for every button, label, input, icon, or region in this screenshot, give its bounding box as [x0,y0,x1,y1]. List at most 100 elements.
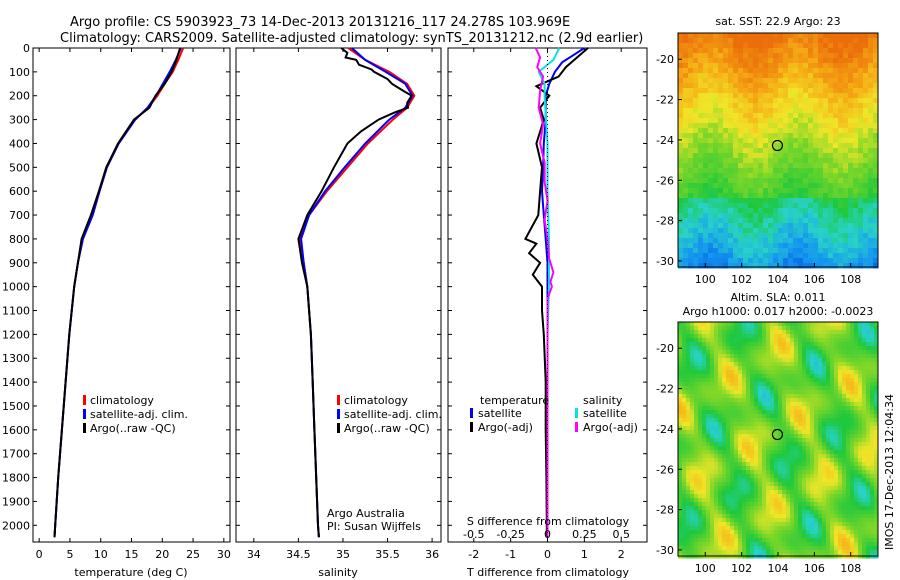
series-line-argo-adj- [534,47,555,538]
heatmap-cell [802,430,807,435]
heatmap-cell [698,330,703,335]
heatmap-cell [778,338,783,343]
heatmap-cell [718,163,724,169]
heatmap-cell [843,248,849,254]
heatmap-cell [818,414,823,419]
heatmap-cell [866,366,871,371]
heatmap-cell [678,534,683,539]
heatmap-cell [678,426,683,431]
heatmap-cell [802,410,807,415]
heatmap-cell [828,198,834,204]
heatmap-cell [826,526,831,531]
heatmap-cell [873,208,879,214]
heatmap-cell [774,438,779,443]
heatmap-cell [758,83,764,89]
heatmap-cell [873,163,879,169]
heatmap-cell [803,223,809,229]
heatmap-cell [746,362,751,367]
heatmap-cell [798,198,804,204]
heatmap-cell [733,208,739,214]
heatmap-cell [848,128,854,134]
heatmap-cell [833,93,839,99]
heatmap-cell [773,263,779,269]
heatmap-cell [802,514,807,519]
heatmap-cell [786,478,791,483]
heatmap-cell [746,470,751,475]
heatmap-cell [766,390,771,395]
heatmap-cell [843,68,849,74]
heatmap-cell [822,514,827,519]
heatmap-cell [862,490,867,495]
heatmap-cell [862,530,867,535]
heatmap-cell [678,88,684,94]
heatmap-cell [862,322,867,327]
heatmap-cell [702,354,707,359]
legend-swatch [83,409,86,419]
heatmap-cell [726,438,731,443]
heatmap-cell [693,238,699,244]
heatmap-cell [728,198,734,204]
heatmap-cell [733,178,739,184]
heatmap-cell [723,198,729,204]
heatmap-cell [858,338,863,343]
heatmap-cell [786,446,791,451]
heatmap-cell [722,542,727,547]
heatmap-cell [682,394,687,399]
heatmap-cell [853,233,859,239]
heatmap-cell [762,330,767,335]
heatmap-cell [713,158,719,164]
heatmap-cell [770,522,775,527]
heatmap-cell [806,458,811,463]
heatmap-cell [858,178,864,184]
heatmap-cell [750,446,755,451]
heatmap-cell [798,414,803,419]
heatmap-cell [714,534,719,539]
heatmap-cell [802,322,807,327]
heatmap-cell [826,354,831,359]
heatmap-cell [702,450,707,455]
heatmap-cell [798,128,804,134]
heatmap-cell [734,494,739,499]
heatmap-cell [794,506,799,511]
heatmap-cell [722,526,727,531]
heatmap-cell [810,470,815,475]
heatmap-cell [862,450,867,455]
heatmap-cell [858,33,864,39]
heatmap-cell [873,193,879,199]
heatmap-cell [762,414,767,419]
heatmap-cell [734,378,739,383]
heatmap-cell [754,394,759,399]
heatmap-cell [874,382,879,387]
heatmap-cell [830,418,835,423]
heatmap-cell [728,183,734,189]
heatmap-cell [730,478,735,483]
heatmap-cell [758,482,763,487]
heatmap-cell [850,434,855,439]
heatmap-cell [826,518,831,523]
heatmap-cell [798,218,804,224]
salinity-panel: 34 34.5 35 35.5 36 climatologysatellite-adj.… [235,47,442,579]
heatmap-cell [708,233,714,239]
heatmap-cell [818,358,823,363]
heatmap-cell [722,470,727,475]
heatmap-cell [678,213,684,219]
heatmap-cell [843,83,849,89]
heatmap-cell [822,350,827,355]
heatmap-cell [766,510,771,515]
heatmap-cell [694,546,699,551]
heatmap-cell [678,470,683,475]
heatmap-cell [802,418,807,423]
heatmap-cell [810,498,815,503]
heatmap-cell [694,486,699,491]
heatmap-cell [714,522,719,527]
sst-heatmap [678,33,879,269]
heatmap-cell [763,88,769,94]
heatmap-cell [734,358,739,363]
heatmap-cell [822,414,827,419]
heatmap-cell [722,430,727,435]
heatmap-cell [766,358,771,363]
heatmap-cell [823,63,829,69]
heatmap-cell [733,113,739,119]
heatmap-cell [862,426,867,431]
heatmap-cell [734,490,739,495]
